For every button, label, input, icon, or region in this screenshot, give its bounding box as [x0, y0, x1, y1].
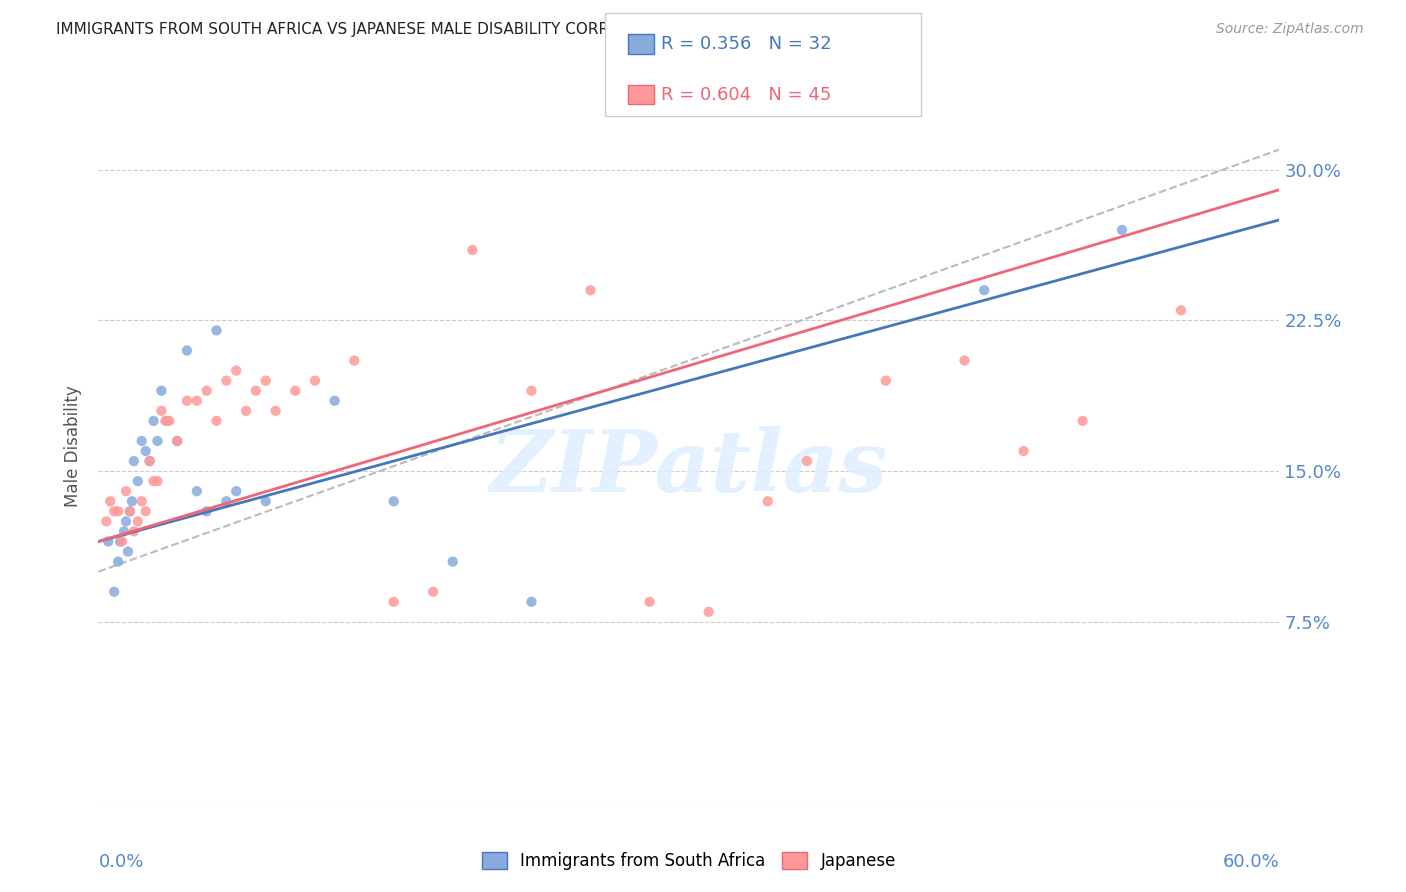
- Point: [157, 414, 180, 428]
- Point: [1071, 414, 1094, 428]
- Point: [111, 534, 134, 549]
- Point: [284, 384, 307, 398]
- Point: [176, 393, 198, 408]
- Point: [1012, 444, 1035, 458]
- Text: 60.0%: 60.0%: [1223, 853, 1279, 871]
- Point: [155, 414, 177, 428]
- Point: [215, 494, 238, 508]
- Point: [118, 504, 141, 518]
- Text: IMMIGRANTS FROM SOUTH AFRICA VS JAPANESE MALE DISABILITY CORRELATION CHART: IMMIGRANTS FROM SOUTH AFRICA VS JAPANESE…: [56, 22, 731, 37]
- Point: [97, 534, 120, 549]
- Point: [115, 484, 138, 499]
- Point: [138, 454, 160, 468]
- Text: Source: ZipAtlas.com: Source: ZipAtlas.com: [1216, 22, 1364, 37]
- Point: [254, 494, 277, 508]
- Point: [117, 544, 139, 558]
- Point: [1111, 223, 1133, 237]
- Point: [131, 434, 153, 448]
- Point: [138, 454, 160, 468]
- Point: [422, 584, 444, 599]
- Point: [108, 534, 131, 549]
- Point: [382, 494, 405, 508]
- Text: 0.0%: 0.0%: [98, 853, 143, 871]
- Text: ZIPatlas: ZIPatlas: [489, 425, 889, 509]
- Point: [520, 595, 543, 609]
- Point: [973, 283, 995, 297]
- Point: [796, 454, 818, 468]
- Point: [264, 404, 287, 418]
- Point: [96, 515, 118, 529]
- Point: [107, 504, 129, 518]
- Point: [122, 524, 145, 539]
- Point: [756, 494, 779, 508]
- Point: [343, 353, 366, 368]
- Point: [146, 474, 169, 488]
- Point: [875, 374, 897, 388]
- Point: [186, 393, 208, 408]
- Point: [441, 555, 464, 569]
- Point: [103, 584, 125, 599]
- Point: [205, 323, 228, 337]
- Point: [142, 474, 165, 488]
- Point: [205, 414, 228, 428]
- Point: [146, 434, 169, 448]
- Point: [127, 515, 149, 529]
- Point: [176, 343, 198, 358]
- Point: [115, 515, 138, 529]
- Y-axis label: Male Disability: Male Disability: [65, 385, 83, 507]
- Point: [166, 434, 188, 448]
- Point: [118, 504, 141, 518]
- Point: [98, 494, 121, 508]
- Point: [195, 384, 218, 398]
- Point: [150, 384, 173, 398]
- Text: R = 0.356   N = 32: R = 0.356 N = 32: [661, 35, 831, 53]
- Point: [461, 243, 484, 257]
- Point: [166, 434, 188, 448]
- Legend: Immigrants from South Africa, Japanese: Immigrants from South Africa, Japanese: [475, 845, 903, 877]
- Point: [186, 484, 208, 499]
- Point: [107, 555, 129, 569]
- Point: [254, 374, 277, 388]
- Point: [135, 444, 157, 458]
- Point: [579, 283, 602, 297]
- Point: [638, 595, 661, 609]
- Point: [103, 504, 125, 518]
- Text: R = 0.604   N = 45: R = 0.604 N = 45: [661, 86, 831, 103]
- Point: [304, 374, 326, 388]
- Point: [520, 384, 543, 398]
- Point: [127, 474, 149, 488]
- Point: [142, 414, 165, 428]
- Point: [131, 494, 153, 508]
- Point: [215, 374, 238, 388]
- Point: [235, 404, 257, 418]
- Point: [122, 454, 145, 468]
- Point: [225, 484, 247, 499]
- Point: [225, 363, 247, 377]
- Point: [1170, 303, 1192, 318]
- Point: [112, 524, 135, 539]
- Point: [323, 393, 346, 408]
- Point: [953, 353, 976, 368]
- Point: [121, 494, 143, 508]
- Point: [156, 414, 179, 428]
- Point: [697, 605, 720, 619]
- Point: [195, 504, 218, 518]
- Point: [245, 384, 267, 398]
- Point: [150, 404, 173, 418]
- Point: [135, 504, 157, 518]
- Point: [382, 595, 405, 609]
